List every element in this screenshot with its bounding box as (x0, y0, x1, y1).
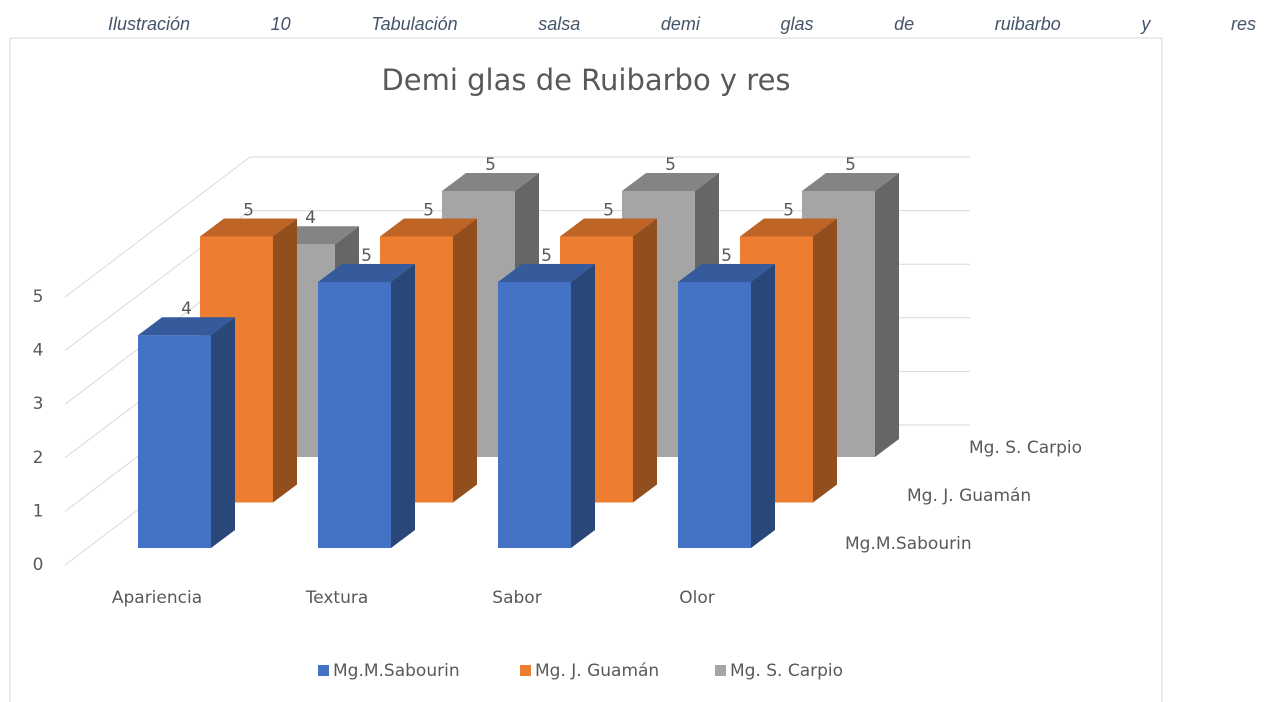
legend-swatch (520, 665, 531, 676)
bar-top (622, 173, 719, 191)
data-label: 5 (361, 246, 372, 266)
bar-top (678, 264, 775, 282)
y-tick-label: 3 (33, 394, 44, 414)
depth-label: Mg. J. Guamán (907, 486, 1031, 506)
data-label: 5 (603, 201, 614, 221)
bar-top (318, 264, 415, 282)
bar-side (813, 218, 837, 503)
chart-border (9, 37, 1163, 702)
y-tick-label: 2 (33, 448, 44, 468)
bar-side (633, 218, 657, 503)
y-tick-label: 1 (33, 501, 44, 521)
data-label: 5 (423, 201, 434, 221)
bar-top (200, 218, 297, 237)
y-tick-label: 4 (33, 341, 44, 361)
bar-side (875, 173, 899, 457)
data-label: 5 (541, 246, 552, 266)
bar-top (802, 173, 899, 191)
y-tick-label: 0 (33, 555, 44, 575)
bar-side (453, 218, 477, 503)
bar (498, 282, 571, 548)
data-label: 5 (243, 201, 254, 221)
bar-top (560, 218, 657, 237)
bar-side (571, 264, 595, 548)
legend-label: Mg. S. Carpio (730, 661, 843, 681)
depth-label: Mg. S. Carpio (969, 438, 1082, 458)
data-label: 5 (783, 201, 794, 221)
y-tick-label: 5 (33, 287, 44, 307)
data-label: 4 (305, 208, 316, 228)
caption: Ilustración 10 Tabulación salsa demi gla… (108, 14, 1256, 34)
chart-title: Demi glas de Ruibarbo y res (381, 63, 790, 97)
bar-side (211, 317, 235, 548)
bar (138, 335, 211, 548)
data-label: 5 (665, 155, 676, 175)
bar-top (498, 264, 595, 282)
legend-swatch (715, 665, 726, 676)
bar-side (273, 218, 297, 503)
legend-label: Mg. J. Guamán (535, 661, 659, 681)
bar-side (751, 264, 775, 548)
x-tick-label: Apariencia (112, 588, 202, 608)
bar-top (740, 218, 837, 237)
bar-side (391, 264, 415, 548)
bar (318, 282, 391, 548)
bar-top (138, 317, 235, 336)
bar (678, 282, 751, 548)
legend-label: Mg.M.Sabourin (333, 661, 460, 681)
depth-label: Mg.M.Sabourin (845, 534, 972, 554)
x-tick-label: Sabor (492, 588, 541, 608)
x-tick-label: Olor (679, 588, 715, 608)
data-label: 5 (485, 155, 496, 175)
data-label: 5 (845, 155, 856, 175)
data-label: 5 (721, 246, 732, 266)
data-label: 4 (181, 299, 192, 319)
x-tick-label: Textura (305, 588, 369, 608)
bar-top (442, 173, 539, 191)
grid-line (64, 156, 251, 298)
legend-swatch (318, 665, 329, 676)
bar-top (380, 218, 477, 237)
